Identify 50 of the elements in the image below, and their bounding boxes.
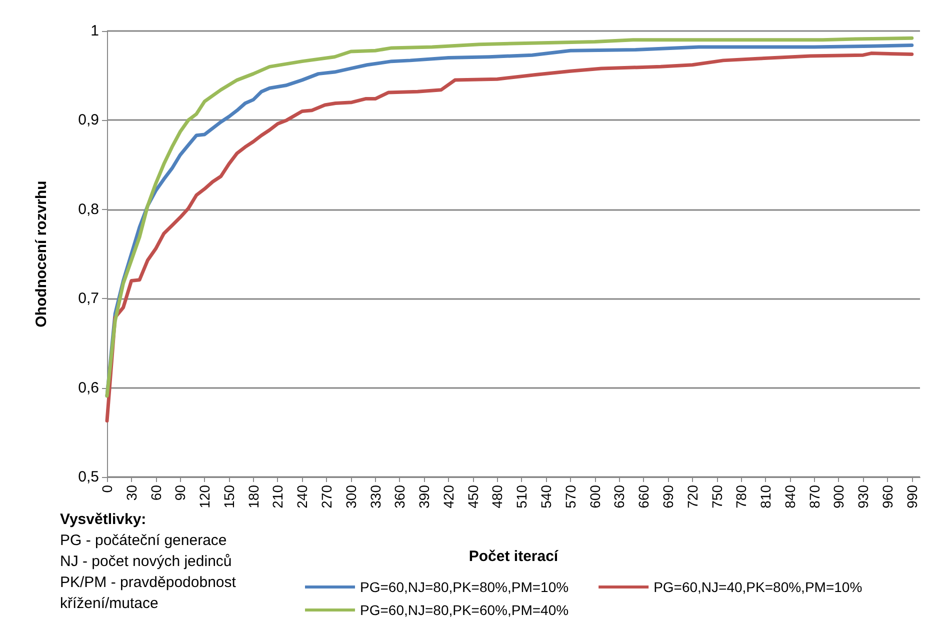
x-tick-label: 720	[684, 484, 700, 508]
y-tick-label: 0,7	[78, 290, 99, 308]
x-tick-label: 450	[464, 484, 481, 508]
legend-label: PG=60,NJ=80,PK=80%,PM=10%	[360, 579, 569, 595]
x-tick-label: 360	[392, 484, 408, 508]
x-tick-label: 510	[514, 484, 530, 508]
y-tick-label: 0,9	[78, 112, 99, 129]
y-tick-label: 0,5	[78, 468, 99, 486]
x-tick-label: 840	[782, 484, 798, 508]
x-tick-label: 60	[148, 484, 164, 501]
x-tick-label: 300	[342, 484, 359, 508]
x-tick-label: 30	[123, 484, 140, 501]
x-tick-label: 540	[538, 484, 554, 508]
x-tick-label: 90	[172, 484, 188, 501]
legend-label: PG=60,NJ=40,PK=80%,PM=10%	[654, 579, 862, 595]
x-tick-label: 810	[758, 484, 774, 508]
x-tick-label: 690	[660, 484, 676, 508]
x-tick-label: 240	[294, 484, 310, 508]
x-tick-label: 0	[99, 484, 115, 493]
text: Vysvětlivky:	[60, 511, 146, 528]
y-tick-label: 0,8	[78, 200, 99, 218]
x-tick-label: 930	[855, 484, 872, 508]
text: PG - počáteční generace	[60, 532, 227, 549]
x-tick-label: 390	[416, 484, 432, 508]
x-tick-label: 210	[270, 484, 286, 508]
x-tick-label: 330	[367, 484, 384, 508]
x-tick-label: 570	[562, 484, 578, 508]
text: PK/PM - pravděpodobnost	[60, 574, 237, 591]
y-tick-label: 0,6	[78, 379, 99, 396]
y-axis-title: Ohodnocení rozvrhu	[33, 180, 50, 328]
x-tick-label: 660	[636, 484, 652, 508]
text: NJ - počet nových jedinců	[60, 553, 232, 570]
x-tick-label: 630	[611, 484, 628, 508]
x-tick-label: 420	[440, 484, 456, 508]
x-tick-label: 960	[879, 484, 896, 508]
x-axis-title: Počet iterací	[468, 548, 559, 565]
x-tick-label: 870	[806, 484, 822, 508]
x-tick-label: 480	[489, 484, 506, 508]
x-tick-label: 270	[318, 484, 335, 508]
y-tick-label: 1	[90, 22, 99, 40]
x-tick-label: 780	[733, 484, 750, 508]
x-tick-label: 990	[904, 484, 920, 508]
x-tick-label: 900	[830, 484, 847, 508]
x-tick-label: 150	[220, 484, 237, 508]
x-tick-label: 600	[586, 484, 603, 508]
legend-label: PG=60,NJ=80,PK=60%,PM=40%	[360, 602, 569, 618]
x-tick-label: 750	[708, 484, 725, 508]
text: křížení/mutace	[60, 595, 158, 612]
x-tick-label: 180	[245, 484, 262, 508]
x-tick-label: 120	[196, 484, 213, 508]
